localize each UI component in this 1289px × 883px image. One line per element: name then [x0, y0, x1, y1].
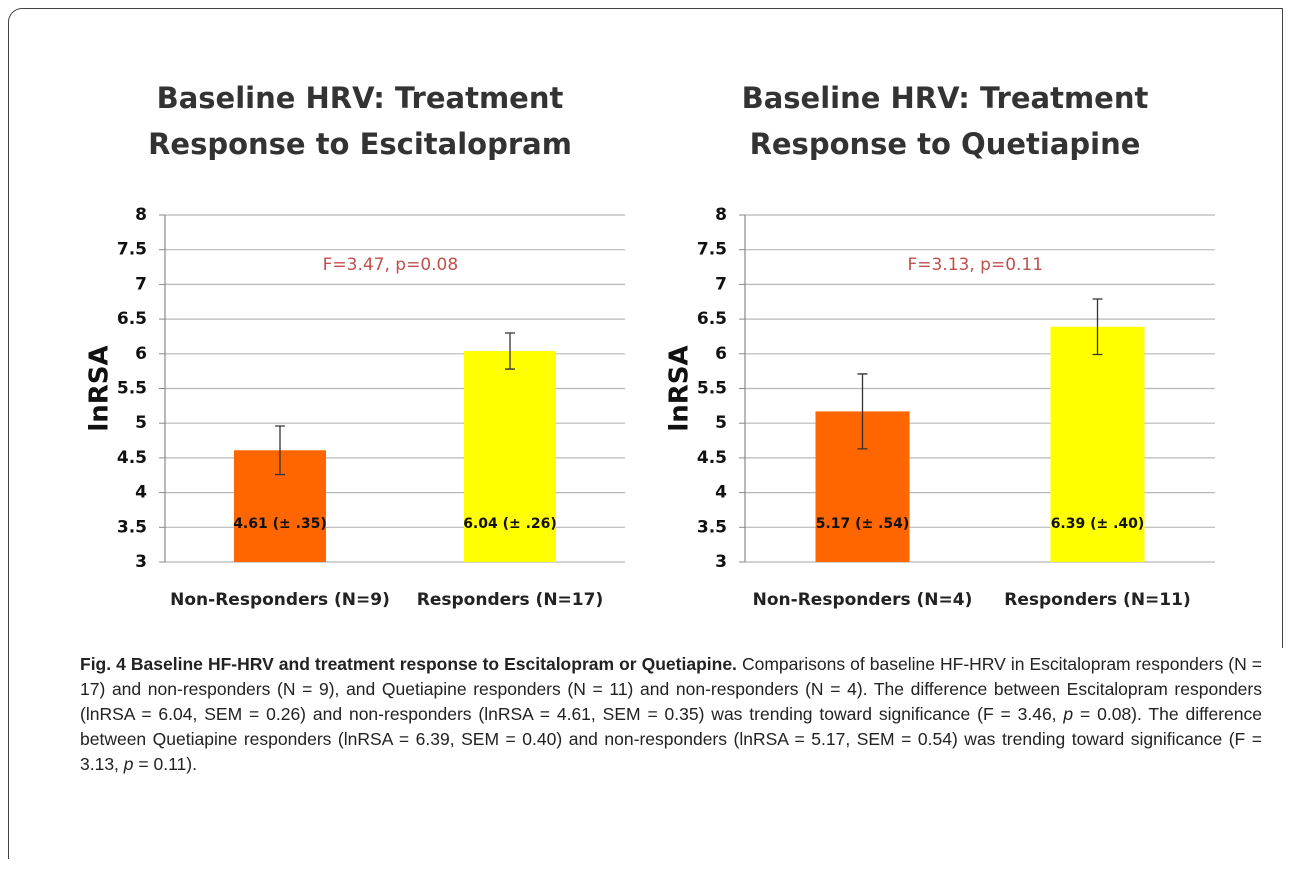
y-tick-label: 3 [715, 552, 727, 572]
y-tick-label: 5 [715, 413, 727, 433]
value-label: 6.39 (± .40) [1051, 516, 1145, 532]
caption: Fig. 4 Baseline HF-HRV and treatment res… [80, 652, 1262, 777]
figure-border [8, 8, 1283, 859]
figure-border [1282, 8, 1283, 648]
bar [464, 351, 556, 562]
y-tick-label: 4.5 [117, 448, 147, 468]
value-label: 5.17 (± .54) [816, 516, 910, 532]
y-tick-label: 5.5 [697, 379, 727, 399]
chart-title: Response to Quetiapine [750, 127, 1141, 161]
y-tick-label: 7.5 [697, 240, 727, 260]
bar [1050, 326, 1145, 562]
annotation: F=3.47, p=0.08 [323, 255, 459, 275]
y-tick-label: 7 [135, 274, 147, 294]
chart-title: Baseline HRV: Treatment [742, 81, 1149, 115]
y-tick-label: 6 [715, 344, 727, 364]
y-tick-label: 7.5 [117, 240, 147, 260]
y-tick-label: 6.5 [117, 309, 147, 329]
y-tick-label: 6.5 [697, 309, 727, 329]
y-tick-label: 8 [715, 205, 727, 225]
y-tick-label: 5 [135, 413, 147, 433]
x-tick-label: Responders (N=17) [417, 590, 603, 610]
value-label: 4.61 (± .35) [233, 516, 327, 532]
y-tick-label: 3.5 [697, 517, 727, 537]
caption-text: p [1063, 704, 1074, 724]
x-tick-label: Responders (N=11) [1004, 590, 1190, 610]
charts: Baseline HRV: Treatment Response to Escit… [85, 81, 1215, 610]
x-tick-label: Non-Responders (N=4) [753, 590, 973, 610]
annotation: F=3.13, p=0.11 [908, 255, 1044, 275]
y-tick-label: 3.5 [117, 517, 147, 537]
value-label: 6.04 (± .26) [463, 516, 557, 532]
y-axis-label: lnRSA [665, 345, 695, 431]
x-tick-label: Non-Responders (N=9) [170, 590, 390, 610]
caption-text: = 0.11). [133, 754, 197, 774]
error-bar [505, 332, 515, 370]
y-tick-label: 4.5 [697, 448, 727, 468]
caption-text: p [123, 754, 134, 774]
chart-title: Response to Escitalopram [148, 127, 572, 161]
caption-label: Fig. 4 Baseline HF-HRV and treatment res… [80, 654, 737, 674]
y-tick-label: 6 [135, 344, 147, 364]
error-bar [857, 373, 868, 450]
y-tick-label: 8 [135, 205, 147, 225]
y-tick-label: 4 [135, 483, 147, 503]
caption-text: Comparisons of baseline HF-HRV in Escita… [80, 654, 1263, 724]
chart-title: Baseline HRV: Treatment [157, 81, 564, 115]
caption-text: = 0.08). The difference between Quetiapi… [80, 704, 1263, 774]
y-tick-label: 5.5 [117, 379, 147, 399]
error-bar [1092, 298, 1103, 356]
error-bar [275, 425, 285, 476]
y-tick-label: 3 [135, 552, 147, 572]
y-tick-label: 7 [715, 274, 727, 294]
y-tick-label: 4 [715, 483, 727, 503]
y-axis-label: lnRSA [85, 345, 115, 431]
